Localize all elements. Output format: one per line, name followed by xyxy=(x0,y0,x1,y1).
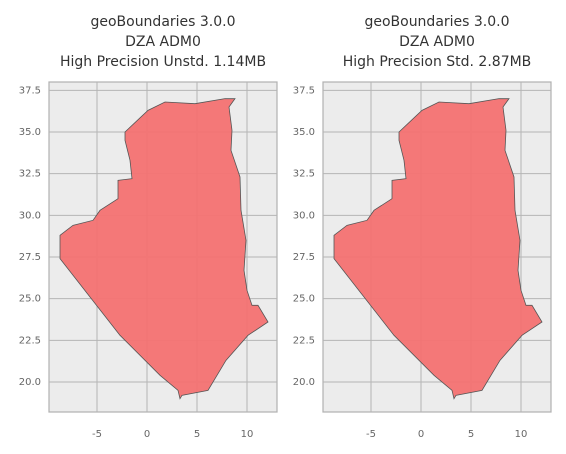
y-tick-label: 37.5 xyxy=(293,85,315,96)
x-tick-label: 10 xyxy=(241,429,254,440)
boundary xyxy=(59,98,269,400)
chart-title: DZA ADM0 xyxy=(399,34,475,50)
y-tick-label: 30.0 xyxy=(19,210,41,221)
boundary xyxy=(333,98,543,400)
chart-title: DZA ADM0 xyxy=(125,34,201,50)
x-tick-label: 0 xyxy=(144,429,150,440)
y-tick-label: 30.0 xyxy=(293,210,315,221)
y-tick-label: 35.0 xyxy=(19,127,41,138)
y-tick-label: 20.0 xyxy=(293,377,315,388)
y-tick-label: 27.5 xyxy=(293,252,315,263)
y-tick-label: 32.5 xyxy=(19,169,41,180)
chart-title: geoBoundaries 3.0.0 xyxy=(90,14,235,30)
y-tick-label: 20.0 xyxy=(19,377,41,388)
y-tick-label: 25.0 xyxy=(293,294,315,305)
x-tick-label: 5 xyxy=(468,429,474,440)
x-tick-label: 5 xyxy=(194,429,200,440)
y-tick-label: 22.5 xyxy=(19,335,41,346)
y-tick-label: 32.5 xyxy=(293,169,315,180)
x-tick-label: 0 xyxy=(418,429,424,440)
y-tick-label: 22.5 xyxy=(293,335,315,346)
x-tick-label: -5 xyxy=(366,429,376,440)
x-tick-label: -5 xyxy=(92,429,102,440)
y-tick-label: 25.0 xyxy=(19,294,41,305)
chart-title: geoBoundaries 3.0.0 xyxy=(364,14,509,30)
x-tick-label: 10 xyxy=(515,429,528,440)
chart-title: High Precision Std. 2.87MB xyxy=(343,54,532,70)
y-tick-label: 27.5 xyxy=(19,252,41,263)
chart-title: High Precision Unstd. 1.14MB xyxy=(60,54,266,70)
y-tick-label: 35.0 xyxy=(293,127,315,138)
y-tick-label: 37.5 xyxy=(19,85,41,96)
